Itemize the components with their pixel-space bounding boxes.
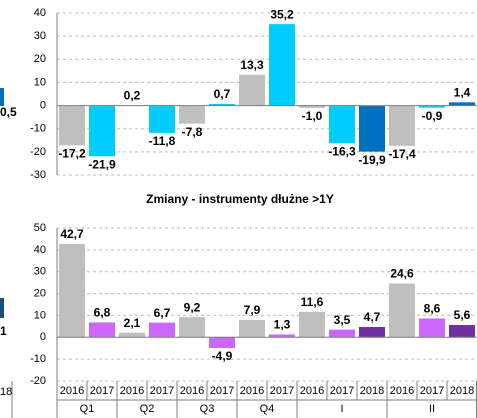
x-tick-label: 2017 [420, 385, 444, 397]
value-label: 0,7 [214, 87, 231, 101]
value-label: 1,4 [454, 86, 471, 100]
bar [209, 337, 235, 348]
x-tick-label: 2017 [270, 385, 294, 397]
value-label: 1,3 [274, 318, 291, 332]
bar [59, 243, 85, 338]
bar [419, 105, 445, 108]
x-tick-label: 2016 [180, 385, 204, 397]
y-tick-label: 20 [34, 287, 46, 299]
bar [239, 320, 265, 338]
bar [449, 102, 475, 106]
y-tick-label: -20 [30, 375, 46, 387]
x-tick-label: 2016 [300, 385, 324, 397]
group-label: II [429, 403, 435, 415]
bar [419, 318, 445, 338]
x-tick-label: 2016 [240, 385, 264, 397]
chart-title: Zmiany - instrumenty dłużne >1Y [146, 192, 334, 206]
y-tick-label: 10 [34, 76, 46, 88]
value-label: 24,6 [390, 267, 414, 281]
bar [119, 332, 145, 338]
x-tick-label: 2017 [150, 385, 174, 397]
value-label: -16,3 [328, 144, 356, 158]
bar [89, 322, 115, 338]
value-label: -17,4 [388, 147, 416, 161]
y-tick-label: 30 [34, 266, 46, 278]
value-label: 35,2 [270, 7, 294, 21]
bar [269, 24, 295, 106]
y-tick-label: 40 [34, 244, 46, 256]
y-tick-label: 10 [34, 309, 46, 321]
bar [299, 311, 325, 338]
value-label: 3,5 [334, 313, 351, 327]
y-tick-label: 30 [34, 30, 46, 42]
x-tick-label: 2017 [210, 385, 234, 397]
value-label: 2,1 [124, 316, 141, 330]
x-tick-label: 2018 [360, 385, 384, 397]
value-label: -17,2 [58, 147, 86, 161]
bar [59, 105, 85, 146]
x-tick-label: 2017 [90, 385, 114, 397]
value-label: 42,7 [60, 227, 84, 241]
value-label: 7,9 [244, 303, 261, 317]
value-label: 5,6 [454, 308, 471, 322]
y-tick-label: -20 [30, 146, 46, 158]
y-tick-label: 0 [40, 99, 46, 111]
value-label: 13,3 [240, 58, 264, 72]
value-label: 4,7 [364, 310, 381, 324]
bar [299, 105, 325, 108]
x-tick-label: 2017 [330, 385, 354, 397]
y-tick-label: -10 [30, 353, 46, 365]
y-tick-label: 50 [34, 222, 46, 234]
x-tick-label: 2016 [390, 385, 414, 397]
value-label: 0,2 [124, 88, 141, 102]
value-label: -11,8 [149, 134, 176, 148]
bar [329, 329, 355, 338]
cropped-bar [0, 88, 4, 106]
value-label: -0,9 [422, 109, 443, 123]
cropped-label: 18 [0, 386, 12, 398]
value-label: 6,8 [94, 306, 111, 320]
value-label: 9,2 [184, 300, 201, 314]
value-label: -7,8 [182, 125, 203, 139]
bar [149, 322, 175, 338]
bar [359, 105, 385, 152]
value-label: 11,6 [301, 295, 324, 309]
value-label: -4,9 [212, 349, 233, 363]
bar [329, 105, 355, 144]
x-tick-label: 2018 [450, 385, 474, 397]
bar [89, 105, 115, 157]
bar [389, 283, 415, 338]
value-label: 6,7 [154, 306, 171, 320]
x-tick-label: 2016 [60, 385, 84, 397]
group-label: I [340, 403, 343, 415]
bar [149, 105, 175, 133]
group-label: Q2 [140, 403, 155, 415]
cropped-bar [0, 298, 4, 318]
value-label: -19,9 [358, 153, 386, 167]
bar [269, 334, 295, 338]
bar [179, 317, 205, 338]
y-tick-label: 40 [34, 7, 46, 19]
y-tick-label: -30 [30, 169, 46, 181]
bar [359, 327, 385, 338]
cropped-label: 0,5 [0, 105, 17, 119]
x-tick-label: 2016 [120, 385, 144, 397]
group-label: Q4 [260, 403, 275, 415]
bar [209, 103, 235, 106]
group-label: Q3 [200, 403, 215, 415]
value-label: -1,0 [302, 109, 323, 123]
group-label: Q1 [80, 403, 95, 415]
cropped-label: 1 [0, 324, 7, 338]
value-label: 8,6 [424, 302, 441, 316]
y-tick-label: 0 [40, 331, 46, 343]
y-tick-label: -10 [30, 123, 46, 135]
bar [449, 325, 475, 338]
bar [389, 105, 415, 146]
value-label: -21,9 [88, 157, 116, 171]
bar [239, 74, 265, 106]
y-tick-label: 20 [34, 53, 46, 65]
bar [179, 105, 205, 124]
